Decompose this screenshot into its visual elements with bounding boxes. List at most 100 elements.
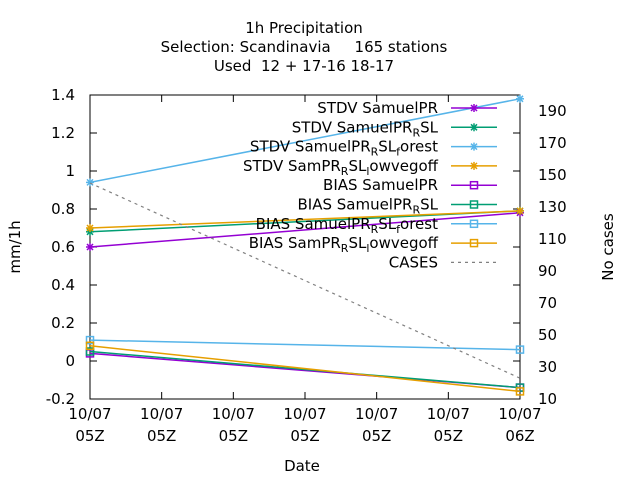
x-tick-label-date: 10/07 [212, 405, 255, 423]
x-tick-label-date: 10/07 [68, 405, 111, 423]
y-tick-label: 0.4 [51, 276, 75, 294]
y-tick-label: 0.2 [51, 314, 75, 332]
legend-label-part: STDV SamuelPR [250, 138, 371, 156]
marker-stroke [470, 104, 478, 112]
y2-tick-label: 90 [538, 262, 557, 280]
x-axis-label: Date [284, 457, 320, 475]
series-point [470, 142, 478, 151]
y2-tick-label: 130 [538, 198, 567, 216]
legend-label-part: SL [348, 157, 367, 175]
legend-label-part: SL [420, 196, 439, 214]
y2-tick-label: 110 [538, 230, 567, 248]
legend-label-part: SL [378, 215, 397, 233]
series-point [85, 341, 95, 351]
title-line-2: Selection: Scandinavia 165 stations [161, 38, 448, 56]
marker-stroke [470, 143, 478, 151]
marker-stroke [86, 178, 94, 186]
series-line [89, 98, 521, 184]
legend-label-part: BIAS SamuelPR [256, 215, 371, 233]
legend-label-part: BIAS SamuelPR [297, 196, 412, 214]
legend-label: BIAS SamuelPRRSLforest [256, 215, 438, 236]
x-tick-label-hour: 05Z [362, 427, 391, 445]
series-point [86, 243, 94, 251]
marker-stroke [470, 162, 478, 170]
y2-tick-label: 190 [538, 102, 567, 120]
x-tick-label-date: 10/07 [283, 405, 326, 423]
marker-stroke [86, 224, 94, 232]
legend-label: CASES [389, 253, 438, 271]
y2-tick-label: 10 [538, 390, 557, 408]
y-tick-label: 1.4 [51, 86, 75, 104]
legend-label-part: orest [400, 215, 438, 233]
series-point [469, 238, 479, 248]
series-point [515, 345, 525, 354]
series-point [469, 180, 479, 190]
legend-label-part: STDV SamPR [243, 157, 341, 175]
x-tick-label-hour: 05Z [147, 427, 176, 445]
y2-tick-label: 30 [538, 358, 557, 376]
x-tick-label-hour: 05Z [75, 427, 104, 445]
x-tick-label-hour: 05Z [219, 427, 248, 445]
legend-label-part: STDV SamuelPR [292, 118, 413, 136]
marker-stroke [516, 207, 524, 215]
series-point [86, 178, 94, 187]
marker-stroke [86, 243, 94, 251]
series-point [469, 219, 479, 229]
x-tick-label-date: 10/07 [355, 405, 398, 423]
x-tick-label-hour: 05Z [290, 427, 319, 445]
y-tick-label: 0.6 [51, 238, 75, 256]
series-layer [85, 94, 525, 396]
legend-label-part: SL [378, 138, 397, 156]
series-line [89, 339, 521, 351]
y-tick-label: 1.2 [51, 124, 75, 142]
series-point [469, 200, 479, 209]
y-axis: -0.2 0 0.2 0.4 0.6 0.8 1 1.2 1.4 [46, 86, 520, 408]
legend-label-part: BIAS SamPR [249, 234, 341, 252]
series-point [470, 123, 478, 132]
x-tick-label-hour: 06Z [505, 427, 534, 445]
legend-label-part: R [341, 242, 349, 255]
legend-label-part: f [396, 146, 401, 159]
legend-label-part: R [341, 165, 349, 178]
series-point [85, 335, 95, 345]
chart-title: 1h Precipitation Selection: Scandinavia … [161, 19, 448, 75]
marker-stroke [470, 123, 478, 131]
legend-label-part: l [366, 165, 369, 178]
title-line-1: 1h Precipitation [245, 19, 363, 37]
series-line [89, 182, 521, 379]
legend-label-part: SL [348, 234, 367, 252]
y-tick-label: 1 [65, 162, 75, 180]
y2-axis: 10 30 50 70 90 110 130 150 170 190 [538, 102, 567, 408]
series-line [89, 212, 521, 248]
y2-tick-label: 150 [538, 166, 567, 184]
legend-label-part: SL [420, 118, 439, 136]
legend-label-part: owvegoff [369, 157, 438, 175]
legend-label-part: owvegoff [369, 234, 438, 252]
y2-tick-label: 50 [538, 326, 557, 344]
series-line [89, 350, 521, 389]
legend-label-part: orest [400, 138, 438, 156]
x-tick-label-date: 10/07 [427, 405, 470, 423]
legend-label: STDV SamuelPRRSL [292, 118, 439, 139]
x-tick-label-date: 10/07 [498, 405, 541, 423]
legend-label-part: R [412, 126, 420, 139]
y2-tick-label: 70 [538, 294, 557, 312]
x-tick-label-date: 10/07 [140, 405, 183, 423]
marker-stroke [516, 95, 524, 103]
legend-label: BIAS SamuelPR [323, 176, 438, 194]
legend-label: BIAS SamPRRSLlowvegoff [249, 234, 439, 255]
series-point [86, 224, 94, 232]
legend-label-part: f [396, 223, 401, 236]
legend-label-part: CASES [389, 253, 438, 271]
legend-label-part: STDV SamuelPR [317, 99, 438, 117]
x-axis: 10/07 05Z 10/07 05Z 10/07 05Z 10/07 05Z 10/07 05Z… [68, 95, 542, 445]
legend-label-part: BIAS SamuelPR [323, 176, 438, 194]
series-point [85, 347, 95, 356]
series-point [516, 206, 524, 215]
y-tick-label: 0.8 [51, 200, 75, 218]
series-point [470, 161, 478, 170]
legend-label-part: R [371, 146, 379, 159]
legend-label: STDV SamPRRSLlowvegoff [243, 157, 439, 178]
